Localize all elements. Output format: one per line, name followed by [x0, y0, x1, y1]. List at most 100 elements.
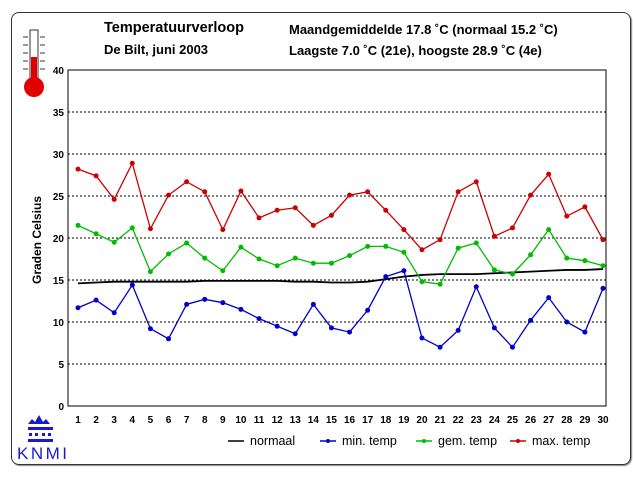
data-point-min	[166, 336, 172, 342]
x-tick-label: 24	[489, 415, 501, 426]
data-point-min	[582, 329, 588, 335]
data-point-gem	[419, 279, 425, 285]
data-point-min	[220, 300, 226, 306]
data-point-max	[166, 192, 172, 198]
x-tick-label: 3	[111, 415, 117, 426]
x-tick-label: 22	[453, 415, 465, 426]
x-tick-label: 8	[202, 415, 208, 426]
legend-label: max. temp	[532, 434, 590, 448]
thermometer-icon	[23, 29, 45, 97]
data-point-min	[473, 284, 479, 290]
data-point-min	[292, 331, 298, 337]
data-point-max	[310, 222, 316, 228]
data-point-min	[310, 301, 316, 307]
x-tick-label: 10	[235, 415, 247, 426]
data-point-gem	[202, 255, 208, 261]
plot-area	[67, 69, 607, 407]
data-point-max	[546, 171, 552, 177]
x-tick-label: 20	[416, 415, 428, 426]
data-point-gem	[220, 268, 226, 274]
data-point-max	[347, 192, 353, 198]
data-point-min	[509, 344, 515, 350]
knmi-logo: KNMI	[17, 415, 67, 463]
y-tick-label: 40	[53, 66, 65, 77]
data-point-max	[147, 226, 153, 232]
x-tick-label: 12	[272, 415, 284, 426]
data-point-gem	[184, 240, 190, 246]
data-point-gem	[129, 225, 135, 231]
x-tick-label: 17	[362, 415, 374, 426]
data-point-gem	[437, 281, 443, 287]
legend-marker	[422, 439, 426, 443]
data-point-max	[238, 188, 244, 194]
data-point-min	[437, 344, 443, 350]
data-point-gem	[147, 269, 153, 275]
series-normaal	[77, 268, 604, 285]
data-point-max	[202, 189, 208, 195]
data-point-min	[401, 268, 407, 274]
min-max-summary: Laagste 7.0 ˚C (21e), hoogste 28.9 ˚C (4…	[289, 43, 542, 58]
data-point-min	[600, 285, 606, 291]
data-point-max	[401, 227, 407, 233]
x-tick-label: 27	[543, 415, 555, 426]
data-point-max	[256, 215, 262, 221]
data-point-max	[184, 179, 190, 185]
data-point-gem	[491, 267, 497, 273]
data-point-max	[129, 160, 135, 166]
x-tick-label: 2	[93, 415, 99, 426]
data-point-max	[292, 205, 298, 211]
data-point-min	[419, 335, 425, 341]
data-point-gem	[365, 243, 371, 249]
y-tick-label: 35	[53, 108, 65, 119]
data-point-max	[383, 207, 389, 213]
y-tick-label: 15	[53, 276, 65, 287]
x-tick-label: 23	[471, 415, 483, 426]
data-point-gem	[528, 252, 534, 258]
data-point-min	[184, 301, 190, 307]
x-tick-label: 1	[75, 415, 81, 426]
data-point-min	[564, 319, 570, 325]
x-tick-label: 21	[435, 415, 447, 426]
data-point-min	[365, 307, 371, 313]
y-tick-label: 10	[53, 318, 65, 329]
data-point-gem	[546, 227, 552, 233]
y-tick-label: 0	[58, 402, 64, 413]
legend-label: normaal	[250, 434, 295, 448]
data-point-gem	[111, 239, 117, 245]
legend-label: gem. temp	[438, 434, 497, 448]
chart-subtitle: De Bilt, juni 2003	[104, 42, 209, 57]
data-point-max	[93, 173, 99, 179]
x-tick-label: 19	[398, 415, 410, 426]
series-min	[75, 268, 606, 350]
data-point-max	[491, 233, 497, 239]
data-point-max	[600, 237, 606, 243]
x-tick-label: 11	[254, 415, 265, 426]
data-point-min	[546, 295, 552, 301]
legend-marker	[326, 439, 330, 443]
x-tick-label: 25	[507, 415, 519, 426]
data-point-max	[274, 207, 280, 213]
data-point-max	[528, 192, 534, 198]
x-tick-label: 13	[290, 415, 302, 426]
data-point-gem	[564, 255, 570, 261]
data-point-min	[491, 325, 497, 331]
data-point-min	[256, 316, 262, 322]
data-point-gem	[166, 251, 172, 257]
x-tick-label: 7	[184, 415, 190, 426]
data-point-gem	[600, 263, 606, 269]
legend: normaal min. temp gem. temp max. temp	[228, 434, 590, 448]
series-gem	[75, 222, 606, 287]
data-point-min	[328, 325, 334, 331]
legend-marker	[516, 439, 520, 443]
y-tick-label: 5	[58, 360, 64, 371]
chart-title: Temperatuurverloop	[104, 20, 244, 36]
x-tick-label: 28	[561, 415, 573, 426]
data-point-max	[365, 189, 371, 195]
data-point-min	[238, 306, 244, 312]
data-point-gem	[292, 255, 298, 261]
data-point-max	[328, 212, 334, 218]
x-tick-label: 5	[148, 415, 154, 426]
data-point-gem	[274, 263, 280, 269]
x-tick-label: 16	[344, 415, 356, 426]
